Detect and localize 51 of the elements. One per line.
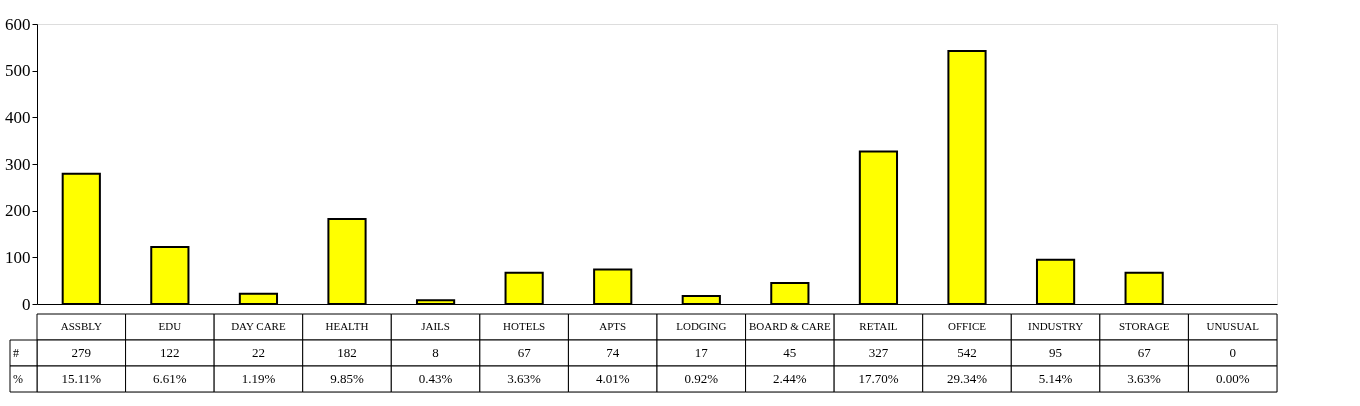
x-tick-label: STORAGE — [1118, 320, 1170, 332]
y-tick-label: 0 — [22, 294, 31, 314]
data-label: 122 — [160, 345, 180, 360]
text: 3.63% — [1127, 371, 1162, 386]
text: 4.01% — [595, 371, 630, 386]
data-label: 17 — [694, 345, 709, 360]
text: 3.63% — [507, 371, 542, 386]
text: 5.14% — [1038, 371, 1073, 386]
x-tick-label: EDU — [158, 320, 182, 332]
text: % — [13, 372, 23, 386]
x-tick-label: OFFICE — [948, 320, 987, 332]
data-label: 95 — [1049, 345, 1063, 360]
data-label: 8 — [432, 345, 439, 360]
y-tick-label: 200 — [5, 201, 31, 221]
text: 17.70% — [858, 371, 899, 386]
text: 15.11% — [61, 371, 102, 386]
x-tick-label: DAY CARE — [231, 320, 286, 332]
data-label: 0 — [1229, 345, 1236, 360]
x-tick-label: APTS — [599, 320, 627, 332]
x-tick-label: HOTELS — [503, 320, 546, 332]
data-label: 327 — [868, 345, 889, 360]
text: 0.92% — [684, 371, 719, 386]
x-tick-label: HEALTH — [325, 320, 369, 332]
x-tick-label: RETAIL — [859, 320, 898, 332]
x-tick-label: UNUSUAL — [1206, 320, 1260, 332]
text: 6.61% — [153, 371, 187, 386]
x-tick-label: LODGING — [676, 320, 727, 332]
text: 0.43% — [418, 371, 453, 386]
text: 2.44% — [773, 371, 807, 386]
text: 9.85% — [330, 371, 364, 386]
x-tick-label: JAILS — [421, 320, 450, 332]
x-tick-label: INDUSTRY — [1028, 320, 1084, 332]
x-tick-label: ASSBLY — [60, 320, 102, 332]
text: 0.00% — [1215, 371, 1250, 386]
data-label: 74 — [606, 345, 620, 360]
data-label: 45 — [783, 345, 797, 360]
y-tick-label: 600 — [5, 14, 31, 34]
data-label: 67 — [517, 345, 532, 360]
data-label: 67 — [1137, 345, 1152, 360]
text: 29.34% — [946, 371, 988, 386]
data-label: 182 — [337, 345, 357, 360]
text: 1.19% — [241, 371, 276, 386]
data-label: 279 — [71, 345, 92, 360]
y-tick-label: 300 — [5, 154, 31, 174]
x-tick-label: BOARD & CARE — [748, 320, 832, 332]
data-label: 22 — [251, 345, 265, 360]
y-tick-label: 400 — [5, 107, 31, 127]
text: # — [13, 346, 19, 360]
y-tick-label: 500 — [5, 61, 31, 81]
y-tick-label: 100 — [5, 247, 31, 267]
data-label: 542 — [957, 345, 977, 360]
